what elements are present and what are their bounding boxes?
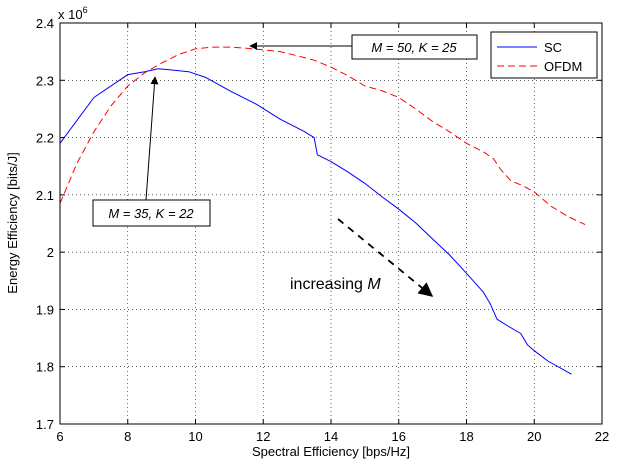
y-tick-label: 1.8 [36,360,54,375]
annotation-box-m35 [92,199,211,227]
axis-ticks: 6 8 10 12 14 16 18 20 22 1.7 1.8 1.9 2 2.1 2.2 2.3 2.4 [36,16,609,444]
x-tick-label: 20 [527,429,541,444]
series-layer [59,46,586,375]
x-tick-label: 12 [256,429,270,444]
y-tick-label: 1.7 [36,417,54,432]
x-tick-label: 14 [324,429,338,444]
y-multiplier-base: x 10 [58,7,83,22]
series-line-ofdm [59,46,586,226]
x-tick-label: 18 [459,429,473,444]
x-tick-label: 10 [188,429,202,444]
series-line-sc [59,68,572,375]
y-axis-label: Energy Efficiency [bits/J] [5,152,20,293]
y-tick-label: 2.3 [36,73,54,88]
legend-box [490,31,598,79]
x-tick-label: 16 [392,429,406,444]
x-axis-label: Spectral Efficiency [bps/Hz] [252,444,410,459]
x-tick-label: 6 [56,429,63,444]
annotation-text-m50: M = 50, K = 25 [371,40,457,55]
annotation-arrow-m35 [145,76,159,201]
legend: SC OFDM [490,31,598,79]
legend-label-sc: SC [544,40,562,55]
annotation-text-m35: M = 35, K = 22 [108,206,194,221]
x-tick-label: 8 [124,429,131,444]
y-tick-label: 2.1 [36,188,54,203]
y-tick-label: 2.2 [36,131,54,146]
increasing-m-label: increasing M [290,276,381,293]
annotation-box-m50 [351,34,478,60]
y-tick-label: 1.9 [36,302,54,317]
x-tick-label: 22 [595,429,609,444]
legend-label-ofdm: OFDM [544,59,582,74]
y-tick-label: 2 [47,245,54,260]
y-multiplier-exponent: 6 [83,5,88,15]
y-tick-label: 2.4 [36,16,54,31]
y-axis-multiplier: x 106 [58,5,88,22]
